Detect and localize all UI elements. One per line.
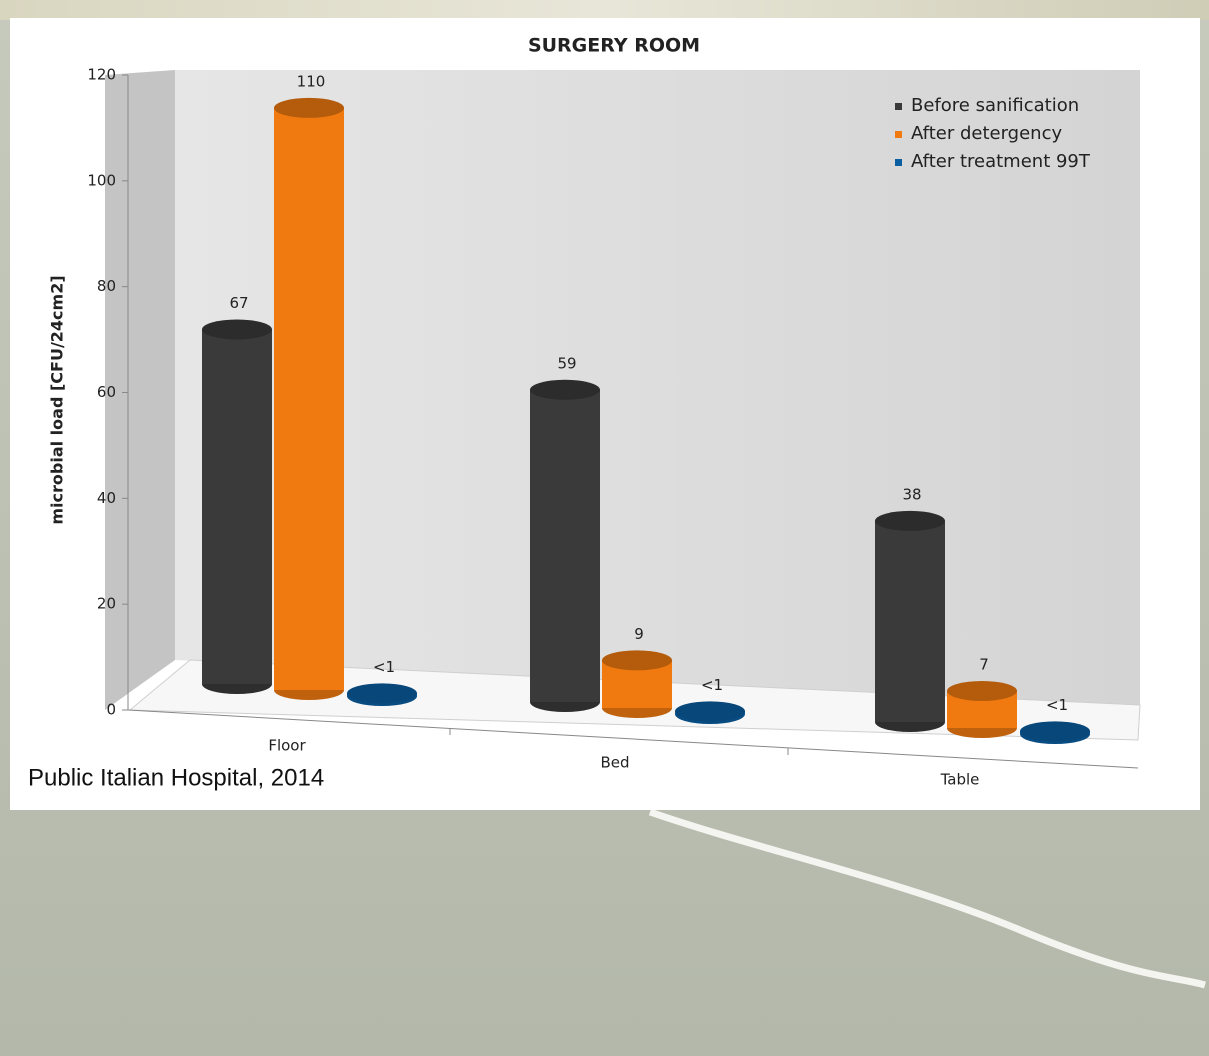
bar bbox=[202, 329, 272, 684]
chart-title: SURGERY ROOM bbox=[528, 35, 700, 57]
y-tick-label: 120 bbox=[87, 66, 116, 84]
value-label: <1 bbox=[701, 676, 723, 694]
x-tick-label: Bed bbox=[600, 754, 629, 772]
bar bbox=[530, 389, 600, 702]
value-label: 59 bbox=[557, 354, 576, 372]
x-axis bbox=[127, 709, 1139, 769]
legend-label: Before sanification bbox=[911, 95, 1079, 116]
top-strip bbox=[0, 0, 1209, 20]
bar bbox=[875, 520, 945, 722]
bar bbox=[274, 107, 344, 690]
value-label: <1 bbox=[1046, 696, 1068, 714]
value-label: <1 bbox=[373, 658, 395, 676]
bar-cap bbox=[202, 319, 272, 340]
value-label: 67 bbox=[229, 294, 248, 312]
value-label: 7 bbox=[979, 655, 989, 673]
value-label: 110 bbox=[297, 72, 326, 90]
legend-label: After treatment 99T bbox=[911, 151, 1091, 172]
bar-cap bbox=[530, 379, 600, 400]
y-tick-label: 80 bbox=[97, 277, 116, 295]
bar-cap bbox=[274, 97, 344, 118]
string bbox=[648, 808, 1206, 989]
legend-swatch bbox=[895, 131, 902, 138]
legend-label: After detergency bbox=[911, 123, 1062, 144]
side-wall bbox=[105, 70, 175, 710]
y-tick-label: 40 bbox=[97, 489, 116, 507]
bar-cap bbox=[347, 683, 417, 704]
y-tick-label: 0 bbox=[106, 701, 116, 719]
y-axis-label: microbial load [CFU/24cm2] bbox=[48, 275, 67, 524]
y-tick-label: 60 bbox=[97, 383, 116, 401]
annotation: Public Italian Hospital, 2014 bbox=[28, 764, 324, 791]
x-tick-label: Table bbox=[940, 771, 980, 789]
legend-swatch bbox=[895, 159, 902, 166]
bar-cap bbox=[675, 701, 745, 722]
value-label: 9 bbox=[634, 625, 644, 643]
x-tick-label: Floor bbox=[268, 737, 306, 755]
plot: 0 20 40 60 80 100 120 Floor Bed Table 67 59 38 Before… bbox=[87, 66, 1091, 789]
y-tick-label: 100 bbox=[87, 171, 116, 189]
bar-cap bbox=[875, 510, 945, 531]
bar-cap bbox=[1020, 721, 1090, 742]
bar-cap bbox=[602, 650, 672, 671]
value-label: 38 bbox=[902, 485, 921, 503]
bar-cap bbox=[947, 680, 1017, 701]
y-tick-label: 20 bbox=[97, 595, 116, 613]
legend-swatch bbox=[895, 103, 902, 110]
